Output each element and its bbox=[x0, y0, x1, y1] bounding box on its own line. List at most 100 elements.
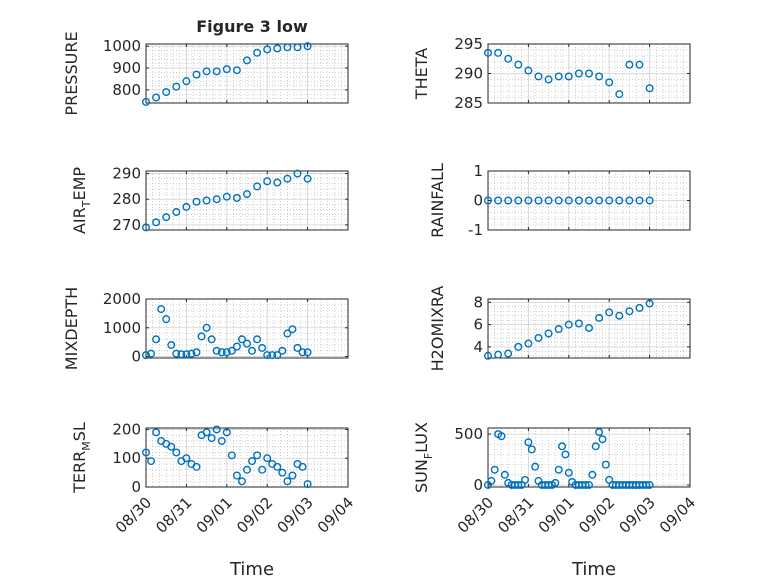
data-point bbox=[554, 465, 563, 474]
y-axis-label: RAINFALL bbox=[428, 163, 447, 238]
data-point bbox=[504, 196, 513, 205]
y-tick-label: 100 bbox=[112, 449, 141, 467]
data-point bbox=[642, 480, 651, 489]
data-point bbox=[263, 45, 272, 54]
data-point bbox=[167, 341, 176, 350]
data-point bbox=[605, 78, 614, 87]
y-axis-label: MIXDEPTH bbox=[62, 287, 81, 370]
y-axis-label: PRESSURE bbox=[62, 31, 81, 115]
data-point bbox=[278, 346, 287, 355]
data-point bbox=[551, 478, 560, 487]
data-point bbox=[283, 329, 292, 338]
data-point bbox=[585, 196, 594, 205]
data-point bbox=[197, 332, 206, 341]
y-tick-label: 800 bbox=[112, 81, 141, 99]
data-point bbox=[595, 313, 604, 322]
data-point bbox=[524, 339, 533, 348]
data-point bbox=[227, 451, 236, 460]
data-point bbox=[303, 348, 312, 357]
data-point bbox=[273, 462, 282, 471]
data-point bbox=[605, 196, 614, 205]
data-point bbox=[172, 349, 181, 358]
data-point bbox=[273, 351, 282, 360]
data-point bbox=[192, 70, 201, 79]
data-point bbox=[182, 77, 191, 86]
y-tick-label: 0 bbox=[131, 348, 141, 366]
data-point bbox=[212, 67, 221, 76]
data-point bbox=[303, 42, 312, 51]
data-point bbox=[564, 468, 573, 477]
data-point bbox=[303, 174, 312, 183]
data-point bbox=[207, 335, 216, 344]
data-point bbox=[645, 299, 654, 308]
data-point bbox=[625, 196, 634, 205]
x-axis-label-left: Time bbox=[229, 559, 274, 580]
data-point bbox=[635, 60, 644, 69]
data-point bbox=[524, 196, 533, 205]
y-tick-label: 4 bbox=[473, 338, 483, 356]
data-point bbox=[222, 65, 231, 74]
data-point bbox=[293, 169, 302, 178]
y-tick-label: 0 bbox=[131, 478, 141, 496]
data-point bbox=[242, 465, 251, 474]
data-point bbox=[222, 428, 231, 437]
data-point bbox=[635, 303, 644, 312]
data-point bbox=[564, 196, 573, 205]
data-point bbox=[248, 346, 257, 355]
data-point bbox=[172, 82, 181, 91]
data-point bbox=[273, 44, 282, 53]
y-tick-label: 1 bbox=[473, 162, 483, 180]
data-point bbox=[544, 75, 553, 84]
y-tick-label: 200 bbox=[112, 420, 141, 438]
data-point bbox=[293, 43, 302, 52]
data-point bbox=[534, 72, 543, 81]
data-point bbox=[141, 351, 150, 360]
data-point bbox=[288, 471, 297, 480]
data-point bbox=[227, 346, 236, 355]
data-point bbox=[514, 480, 523, 489]
axes-frame bbox=[145, 170, 349, 231]
y-tick-label: 280 bbox=[112, 190, 141, 208]
data-point bbox=[177, 350, 186, 359]
y-tick-label: 285 bbox=[454, 94, 483, 112]
data-point bbox=[248, 457, 257, 466]
data-point bbox=[293, 343, 302, 352]
data-point bbox=[534, 333, 543, 342]
panel-6: 4 6 8 H2OMIXRA bbox=[428, 286, 691, 371]
data-point bbox=[605, 308, 614, 317]
data-point bbox=[253, 335, 262, 344]
data-point bbox=[574, 196, 583, 205]
data-point bbox=[283, 43, 292, 52]
data-point bbox=[263, 351, 272, 360]
data-point bbox=[595, 428, 604, 437]
data-point bbox=[564, 72, 573, 81]
data-point bbox=[598, 435, 607, 444]
y-tick-label: 0 bbox=[473, 192, 483, 210]
y-tick-label: 6 bbox=[473, 316, 483, 334]
data-point bbox=[283, 477, 292, 486]
data-point bbox=[497, 432, 506, 441]
data-point bbox=[222, 348, 231, 357]
data-point bbox=[202, 196, 211, 205]
data-point bbox=[585, 69, 594, 78]
data-point bbox=[222, 192, 231, 201]
data-point bbox=[554, 196, 563, 205]
data-point bbox=[192, 462, 201, 471]
data-point bbox=[242, 339, 251, 348]
data-point bbox=[615, 196, 624, 205]
data-point bbox=[514, 342, 523, 351]
data-point bbox=[182, 454, 191, 463]
data-point bbox=[504, 349, 513, 358]
data-point bbox=[531, 462, 540, 471]
y-axis-label: TERRMSL bbox=[70, 422, 93, 494]
data-point bbox=[212, 346, 221, 355]
data-point bbox=[268, 351, 277, 360]
data-point bbox=[534, 196, 543, 205]
y-tick-label: 270 bbox=[112, 216, 141, 234]
panel-3: 270 280 290 AIRTEMP bbox=[70, 165, 349, 234]
data-point bbox=[298, 348, 307, 357]
data-point bbox=[527, 445, 536, 454]
data-point bbox=[601, 460, 610, 469]
axes-frame bbox=[145, 427, 349, 488]
